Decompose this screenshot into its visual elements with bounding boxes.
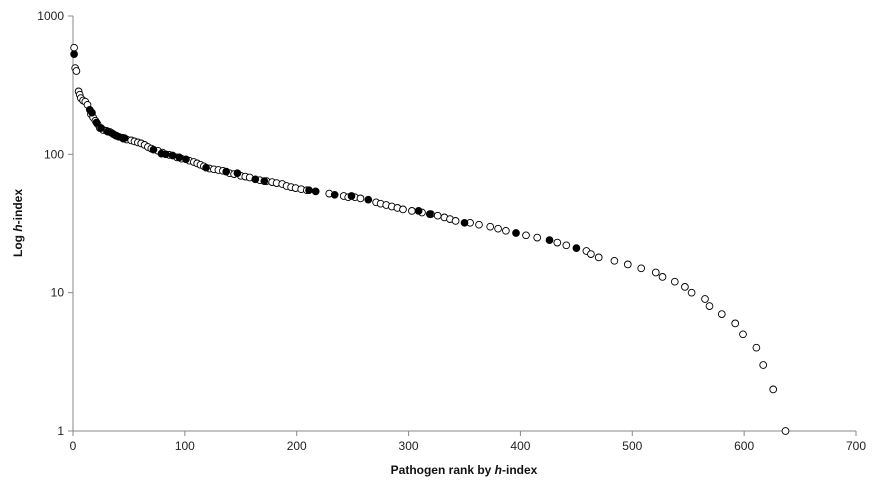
y-tick-label: 1 [57,424,64,438]
open-data-point [623,260,632,269]
y-ticks: 1 10 100 1000 [37,9,73,438]
open-data-point [731,319,740,328]
x-tick-label: 400 [510,439,530,453]
open-data-point [759,361,768,369]
filled-data-point [97,124,105,132]
filled-data-point [545,236,554,244]
filled-data-point [120,134,129,142]
open-data-point [486,222,495,231]
filled-data-point [330,190,339,199]
open-data-point [451,217,460,225]
open-data-point [752,343,761,352]
x-tick-label: 500 [622,439,642,453]
filled-data-point [251,175,260,184]
open-data-point [670,277,679,286]
filled-data-point [260,177,269,185]
filled-data-point [92,118,101,127]
x-axis-title: Pathogen rank by h-index [391,463,538,477]
filled-data-point [460,218,469,227]
open-data-point [594,253,603,262]
open-data-point [769,385,778,394]
open-data-point [781,427,790,435]
open-data-point [587,250,595,258]
filled-data-point [149,145,158,154]
filled-data-point [572,244,581,252]
y-tick-label: 10 [51,286,65,300]
x-tick-label: 300 [399,439,419,453]
data-points [70,43,790,435]
x-tick-label: 600 [734,439,754,453]
filled-data-point [168,151,177,160]
open-data-point [562,241,571,250]
filled-data-point [233,169,242,178]
open-data-point [637,264,646,273]
x-tick-label: 100 [175,439,195,453]
y-axis-title: Log h-index [11,189,25,257]
filled-data-point [512,229,520,237]
filled-data-point [70,50,78,58]
open-data-point [553,238,562,247]
open-data-point [522,231,530,240]
open-data-point [705,302,714,310]
open-data-point [533,233,542,242]
filled-data-point [175,153,184,162]
open-data-point [717,310,726,318]
open-data-point [72,67,81,75]
open-data-point [494,224,502,233]
open-data-point [739,330,747,339]
y-tick-label: 1000 [37,9,64,23]
open-data-point [681,283,689,291]
filled-data-point [182,155,190,164]
filled-data-point [347,192,356,200]
filled-data-point [161,150,170,159]
filled-data-point [222,167,231,176]
open-data-point [475,220,483,229]
open-data-point [408,207,416,215]
x-tick-label: 0 [70,439,77,453]
x-tick-label: 200 [287,439,307,453]
x-ticks: 0 100 200 300 400 500 600 700 [70,431,866,453]
x-tick-label: 700 [846,439,866,453]
filled-data-point [88,108,96,117]
open-data-point [658,273,667,281]
open-data-point [701,295,709,303]
open-data-point [610,256,619,265]
open-data-point [70,43,78,52]
y-tick-label: 100 [44,147,64,161]
open-data-point [651,268,660,277]
filled-data-point [305,186,313,195]
filled-data-point [414,207,423,215]
filled-data-point [425,210,434,218]
open-data-point [356,194,365,203]
open-data-point [399,205,407,214]
filled-data-point [202,163,210,172]
open-data-point [687,288,696,297]
filled-data-point [311,187,320,196]
open-data-point [433,211,442,220]
open-data-point [502,226,510,235]
filled-data-point [364,195,373,204]
